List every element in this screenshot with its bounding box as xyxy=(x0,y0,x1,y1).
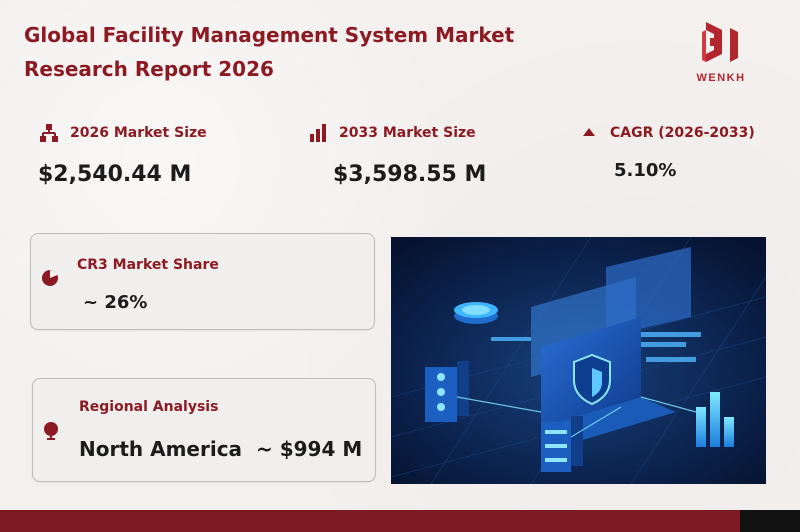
hologram-dish-icon xyxy=(454,302,498,324)
globe-icon xyxy=(44,422,58,440)
cr3-value: ~ 26% xyxy=(83,292,148,313)
hero-illustration xyxy=(391,237,766,484)
page-title: Global Facility Management System Market… xyxy=(24,23,515,81)
cr3-label: CR3 Market Share xyxy=(77,257,219,273)
server-rack-bottom-icon xyxy=(541,416,583,472)
stat-label: CAGR (2026-2033) xyxy=(610,125,755,141)
shield-icon xyxy=(573,353,611,406)
stat-value: 5.10% xyxy=(614,160,677,181)
bar-chart-icon xyxy=(310,124,326,142)
brand-logo: WENKH xyxy=(676,20,766,90)
stat-label: 2026 Market Size xyxy=(70,125,207,141)
regional-label: Regional Analysis xyxy=(79,399,219,415)
bar-chart-3d-icon xyxy=(696,392,734,447)
footer-band xyxy=(0,510,800,532)
footer-band-dark xyxy=(740,510,800,532)
regional-value: North America ~ $994 M xyxy=(79,437,363,461)
stat-value: $3,598.55 M xyxy=(333,162,487,187)
logo-mark-icon xyxy=(702,22,738,62)
cyber-security-illustration xyxy=(391,237,766,484)
pie-chart-icon xyxy=(42,269,58,286)
stat-2033-market-size: 2033 Market Size $3,598.55 M xyxy=(307,122,486,187)
triangle-up-icon xyxy=(583,128,595,136)
cr3-market-share-card: CR3 Market Share ~ 26% xyxy=(30,233,375,330)
org-chart-icon xyxy=(40,124,58,142)
regional-analysis-card: Regional Analysis North America ~ $994 M xyxy=(32,378,376,482)
stat-cagr: CAGR (2026-2033) 5.10% xyxy=(578,122,755,181)
stat-2026-market-size: 2026 Market Size $2,540.44 M xyxy=(38,122,207,187)
stat-value: $2,540.44 M xyxy=(38,162,192,187)
logo-text: WENKH xyxy=(696,72,746,84)
server-rack-left-icon xyxy=(425,361,469,422)
stat-label: 2033 Market Size xyxy=(339,125,476,141)
